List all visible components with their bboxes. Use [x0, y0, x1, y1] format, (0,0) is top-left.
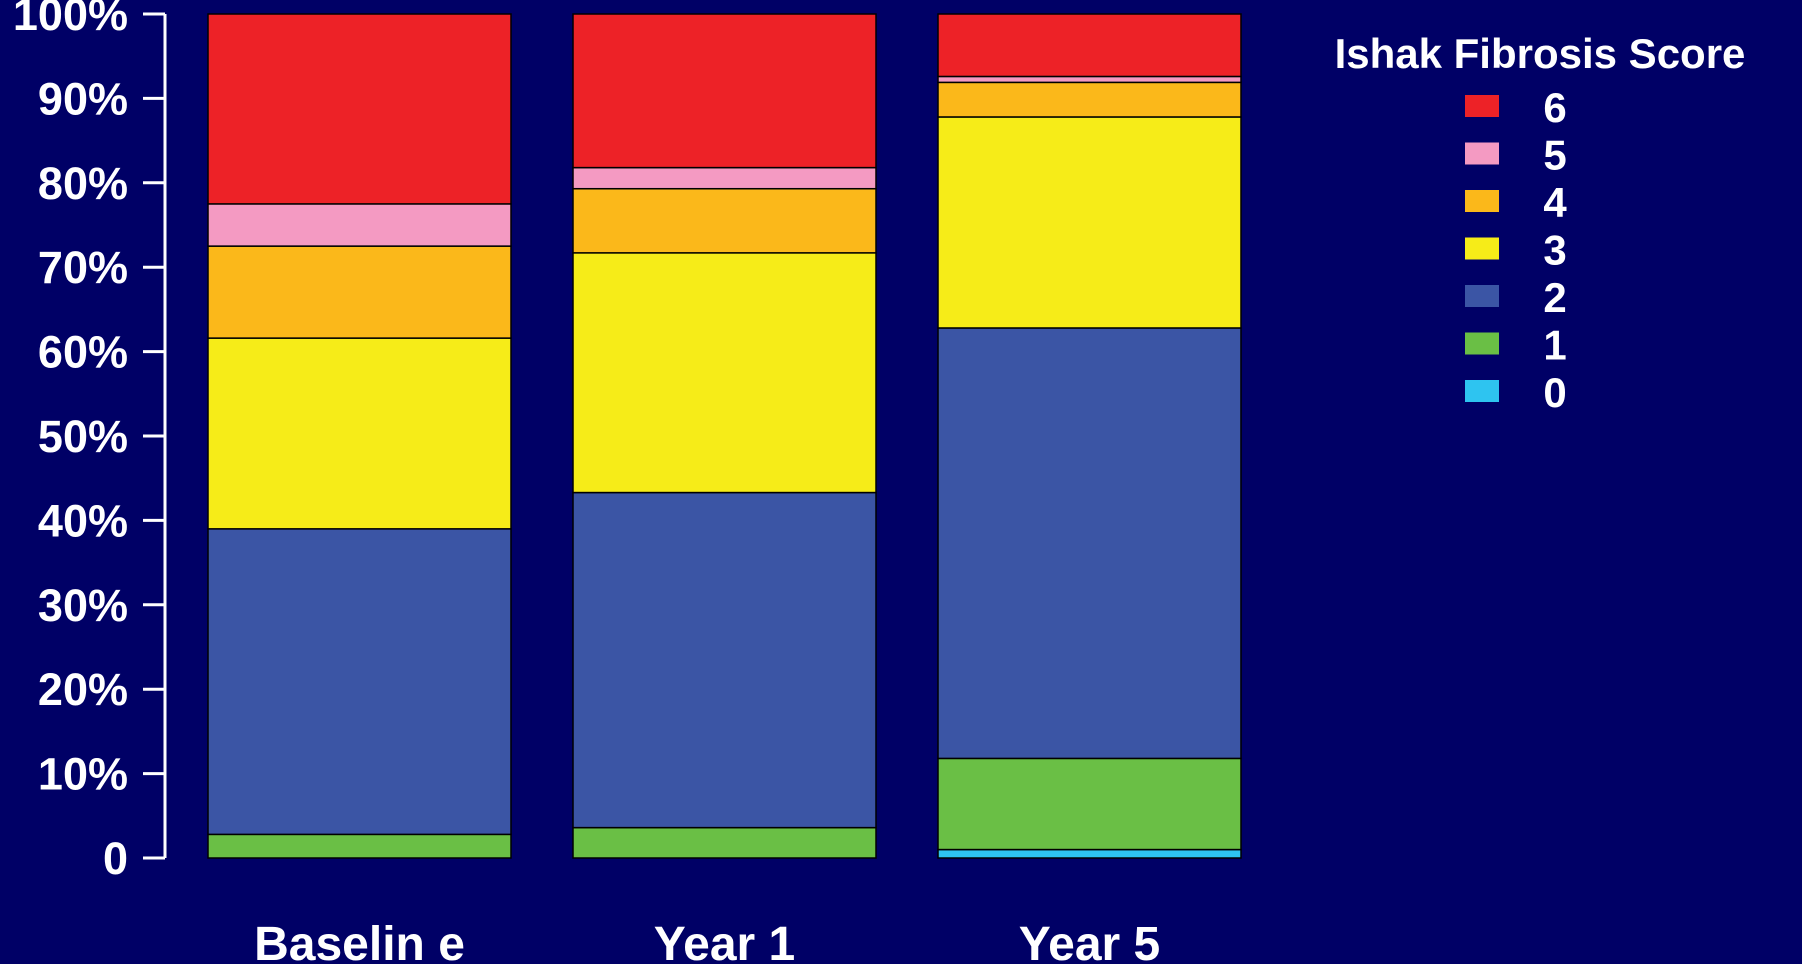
bar-stack-baselin-e: [207, 13, 512, 859]
bar-segment-score-2-baselin-e: [207, 528, 512, 836]
bars: [207, 13, 1242, 859]
legend-title: Ishak Fibrosis Score: [1335, 30, 1746, 77]
y-tick-label: 30%: [38, 580, 128, 631]
x-category-label: Year 5: [1019, 918, 1160, 964]
legend-swatch-2: [1465, 285, 1499, 307]
bar-segment-score-6-year-1: [572, 13, 877, 169]
x-axis: Baselin e Year 1 Year 5: [254, 918, 1160, 964]
legend-swatch-1: [1465, 332, 1499, 355]
legend-label-3: 3: [1543, 227, 1566, 274]
bar-stack-year-1: [572, 13, 877, 859]
legend-swatch-3: [1465, 237, 1499, 260]
x-category-label: Year 1: [654, 918, 795, 964]
legend-label-1: 1: [1543, 322, 1566, 369]
legend-swatch-4: [1465, 190, 1499, 212]
legend-swatch-0: [1465, 380, 1499, 402]
bar-segment-score-1-baselin-e: [207, 833, 512, 859]
y-tick-label: 50%: [38, 411, 128, 462]
legend-label-4: 4: [1543, 179, 1567, 226]
y-tick-label: 10%: [38, 749, 128, 800]
y-tick-label: 100%: [13, 0, 128, 40]
legend-label-2: 2: [1543, 274, 1566, 321]
bar-segment-score-3-baselin-e: [207, 337, 512, 530]
bar-segment-score-1-year-5: [937, 757, 1242, 851]
bar-segment-score-0-year-5: [937, 848, 1242, 859]
bar-segment-score-5-baselin-e: [207, 203, 512, 247]
bar-segment-score-3-year-1: [572, 252, 877, 494]
bar-segment-score-6-year-5: [937, 13, 1242, 78]
bar-segment-score-4-baselin-e: [207, 245, 512, 339]
bar-segment-score-4-year-1: [572, 187, 877, 254]
bar-segment-score-5-year-5: [937, 75, 1242, 84]
bar-stack-year-5: [937, 13, 1242, 859]
bar-segment-score-1-year-1: [572, 826, 877, 859]
y-tick-label: 60%: [38, 327, 128, 378]
y-tick-label: 90%: [38, 73, 128, 124]
y-tick-label: 80%: [38, 158, 128, 209]
legend-label-6: 6: [1543, 84, 1566, 131]
x-category-label: Baselin e: [254, 918, 465, 964]
bar-segment-score-2-year-1: [572, 491, 877, 829]
bar-segment-score-2-year-5: [937, 327, 1242, 760]
y-tick-label: 70%: [38, 242, 128, 293]
legend-label-5: 5: [1543, 132, 1566, 179]
y-tick-label: 20%: [38, 664, 128, 715]
bar-segment-score-6-baselin-e: [207, 13, 512, 205]
bar-segment-score-3-year-5: [937, 116, 1242, 329]
bar-segment-score-4-year-5: [937, 81, 1242, 118]
bar-segment-score-5-year-1: [572, 166, 877, 190]
legend-label-0: 0: [1543, 369, 1566, 416]
legend-swatch-6: [1465, 95, 1499, 117]
legend-swatch-5: [1465, 142, 1499, 165]
y-axis: 0 10% 20% 30% 40% 50% 60% 70% 80% 90% 100%: [13, 0, 165, 884]
y-tick-label: 40%: [38, 495, 128, 546]
y-tick-label: 0: [103, 833, 128, 884]
